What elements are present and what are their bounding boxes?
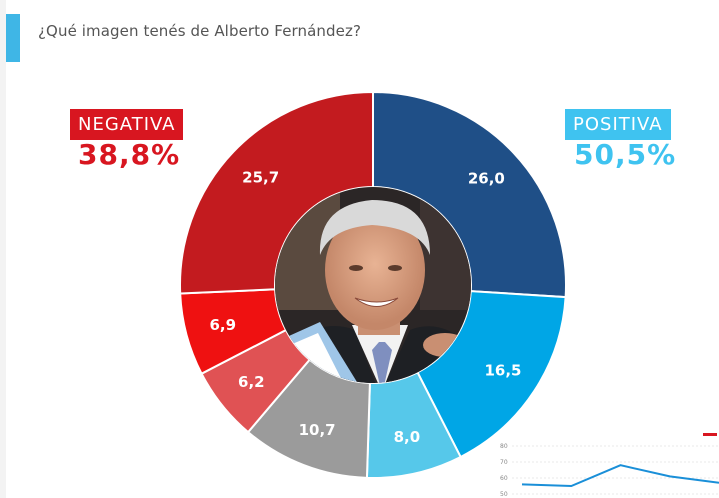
donut-slice-label-4: 6,2 bbox=[238, 373, 265, 391]
header-accent-bar bbox=[6, 14, 20, 62]
donut-slice-label-0: 26,0 bbox=[468, 170, 505, 188]
mini-chart-legend-swatch bbox=[703, 433, 717, 436]
positive-total: 50,5% bbox=[574, 138, 677, 171]
donut-slice-label-6: 25,7 bbox=[242, 168, 279, 186]
positive-label: POSITIVA bbox=[565, 109, 671, 140]
mini-chart-tick-2: 60 bbox=[500, 475, 508, 482]
donut-slice-label-5: 6,9 bbox=[209, 316, 236, 334]
chart-question-title: ¿Qué imagen tenés de Alberto Fernández? bbox=[38, 22, 362, 40]
donut-slice-0 bbox=[372, 90, 567, 299]
donut-slice-label-1: 16,5 bbox=[484, 361, 521, 379]
donut-slice-label-3: 10,7 bbox=[299, 421, 336, 439]
mini-chart-tick-0: 80 bbox=[500, 443, 508, 450]
negative-label: NEGATIVA bbox=[70, 109, 184, 140]
negative-total: 38,8% bbox=[78, 138, 181, 171]
donut-slice-label-2: 8,0 bbox=[394, 428, 421, 446]
mini-chart-tick-3: 50 bbox=[500, 491, 508, 498]
mini-chart-tick-1: 70 bbox=[500, 459, 508, 466]
secondary-line-chart: 80 70 60 50 bbox=[500, 433, 719, 498]
mini-chart-line bbox=[521, 464, 719, 488]
